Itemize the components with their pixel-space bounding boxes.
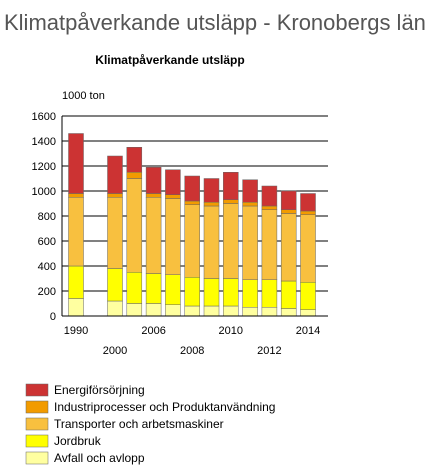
bar-segment [203, 202, 220, 207]
x-tick-label: 2010 [219, 325, 243, 337]
y-tick-label: 0 [50, 311, 56, 323]
bar-segment [184, 204, 200, 278]
legend-swatch [25, 434, 49, 448]
bar-segment [223, 172, 239, 200]
bar-segment [68, 265, 84, 299]
bar-segment [203, 305, 220, 317]
bar-segment [126, 147, 143, 173]
bar-segment [261, 279, 278, 308]
bar-segment [280, 308, 297, 317]
legend-swatch [25, 383, 49, 397]
legend-swatch [25, 417, 49, 431]
bar-segment [242, 307, 258, 317]
bar-segment [184, 200, 200, 205]
y-tick-label: 1000 [32, 186, 56, 198]
bar-segment [242, 205, 258, 280]
bar-segment [107, 193, 123, 198]
bar-segment [242, 179, 258, 203]
bar-segment [165, 198, 181, 275]
x-tick-label: 2012 [257, 345, 281, 357]
bar-segment [145, 303, 162, 317]
bar-segment [165, 169, 181, 195]
legend-label: Transporter och arbetsmaskiner [54, 417, 224, 431]
x-tick-label: 1990 [64, 325, 88, 337]
bar-segment [68, 197, 84, 267]
bar-segment [300, 282, 316, 310]
bar-segment [261, 185, 278, 207]
bar-segment [165, 274, 181, 305]
x-tick-label: 2014 [296, 325, 320, 337]
bar-segment [126, 272, 143, 304]
bar-segment [223, 203, 239, 279]
bar-segment [107, 155, 123, 194]
bar-segment [223, 305, 239, 317]
bar-segment [184, 305, 200, 317]
bar-segment [223, 199, 239, 204]
bar-segment [145, 167, 162, 194]
y-tick-label: 400 [38, 261, 56, 273]
bar-segment [184, 175, 200, 202]
bar-segment [165, 194, 181, 199]
bar-segment [184, 277, 200, 307]
bar-segment [280, 209, 297, 214]
bar-segment [280, 213, 297, 282]
chart-title: Klimatpåverkande utsläpp [95, 53, 244, 67]
bar-segment [300, 214, 316, 283]
bar-segment [107, 300, 123, 317]
bar-segment [280, 190, 297, 210]
bar-segment [203, 178, 220, 203]
bar-segment [280, 280, 297, 309]
legend-swatch [25, 400, 49, 414]
y-tick-label: 200 [38, 286, 56, 298]
y-tick-label: 600 [38, 236, 56, 248]
bar-segment [126, 178, 143, 273]
bar-segment [126, 303, 143, 317]
bar-segment [300, 210, 316, 215]
bar-segment [300, 309, 316, 317]
x-tick-label: 2006 [141, 325, 165, 337]
legend-label: Avfall och avlopp [54, 451, 145, 465]
bar-segment [203, 278, 220, 307]
bar-segment [145, 273, 162, 304]
bar-segment [107, 197, 123, 269]
legend-label: Industriprocesser och Produktanvändning [54, 400, 275, 414]
y-tick-label: 1400 [32, 136, 56, 148]
bar-segment [242, 279, 258, 308]
legend-label: Energiförsörjning [54, 383, 145, 397]
y-tick-label: 1200 [32, 161, 56, 173]
bar-segment [68, 133, 84, 194]
bar-segment [261, 307, 278, 317]
bar-segment [165, 304, 181, 317]
x-tick-label: 2008 [180, 345, 204, 357]
x-tick-label: 2000 [103, 345, 127, 357]
legend-label: Jordbruk [54, 434, 102, 448]
bar-segment [68, 298, 84, 317]
bar-segment [107, 268, 123, 302]
y-tick-label: 800 [38, 211, 56, 223]
bar-segment [68, 193, 84, 198]
bar-segment [261, 205, 278, 210]
bar-segment [261, 209, 278, 280]
y-tick-label: 1600 [32, 111, 56, 123]
bar-segment [300, 193, 316, 212]
bar-segment [203, 205, 220, 279]
y-axis-label: 1000 ton [62, 90, 105, 102]
bar-segment [242, 202, 258, 207]
bar-segment [223, 278, 239, 307]
bar-segment [126, 172, 143, 179]
bar-segment [145, 193, 162, 198]
legend-swatch [25, 451, 49, 465]
page-title: Klimatpåverkande utsläpp - Kronobergs lä… [4, 10, 426, 35]
bar-segment [145, 197, 162, 274]
